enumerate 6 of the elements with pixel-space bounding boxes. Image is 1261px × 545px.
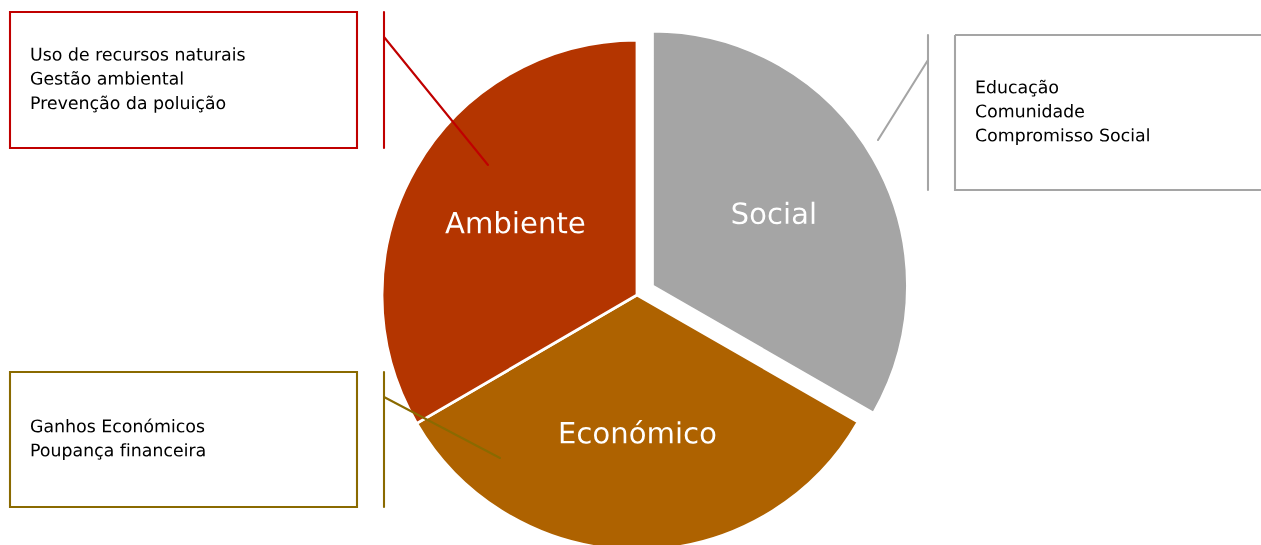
- slice-label: Ambiente: [445, 211, 585, 234]
- slice-label: Económico: [560, 419, 716, 444]
- slice-label: Social: [732, 201, 815, 225]
- text: Uso de recursos naturais Gestão ambiental Prevenção da poluição: [30, 47, 245, 113]
- text: Ganhos Económicos Poupança financeira: [30, 418, 205, 460]
- text: Educação Comunidade Compromisso Social: [975, 79, 1149, 145]
